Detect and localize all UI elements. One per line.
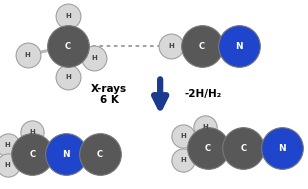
Text: N: N: [63, 149, 70, 159]
Text: H: H: [65, 13, 71, 19]
Point: [181, 158, 186, 161]
Text: X-rays
6 K: X-rays 6 K: [91, 84, 128, 105]
Text: C: C: [97, 149, 103, 159]
Text: H: H: [180, 133, 186, 139]
Point: [236, 45, 241, 48]
Text: N: N: [235, 42, 242, 51]
Text: H: H: [180, 157, 186, 163]
Point: [202, 125, 207, 128]
Text: H: H: [25, 52, 30, 58]
Text: C: C: [240, 144, 246, 153]
Point: [64, 153, 69, 156]
Point: [181, 135, 186, 138]
Point: [65, 45, 70, 48]
Point: [25, 53, 30, 56]
Text: C: C: [205, 144, 211, 153]
Point: [5, 164, 10, 167]
Point: [30, 153, 35, 156]
Text: H: H: [5, 142, 10, 148]
Text: C: C: [29, 149, 35, 159]
Text: H: H: [168, 43, 174, 49]
Point: [5, 143, 10, 146]
Point: [65, 15, 70, 18]
Point: [199, 45, 204, 48]
Text: C: C: [65, 42, 71, 51]
Point: [91, 56, 96, 59]
Text: H: H: [202, 124, 208, 130]
Point: [279, 147, 284, 150]
Point: [168, 45, 173, 48]
Text: H: H: [91, 55, 97, 61]
Text: C: C: [199, 42, 205, 51]
Text: H: H: [5, 162, 10, 168]
Point: [65, 76, 70, 79]
Point: [30, 131, 35, 134]
Text: H: H: [30, 129, 35, 135]
Text: H: H: [65, 74, 71, 81]
Text: -2H/H₂: -2H/H₂: [185, 89, 222, 98]
Text: N: N: [278, 144, 286, 153]
Point: [98, 153, 103, 156]
Point: [241, 147, 246, 150]
Point: [205, 147, 210, 150]
